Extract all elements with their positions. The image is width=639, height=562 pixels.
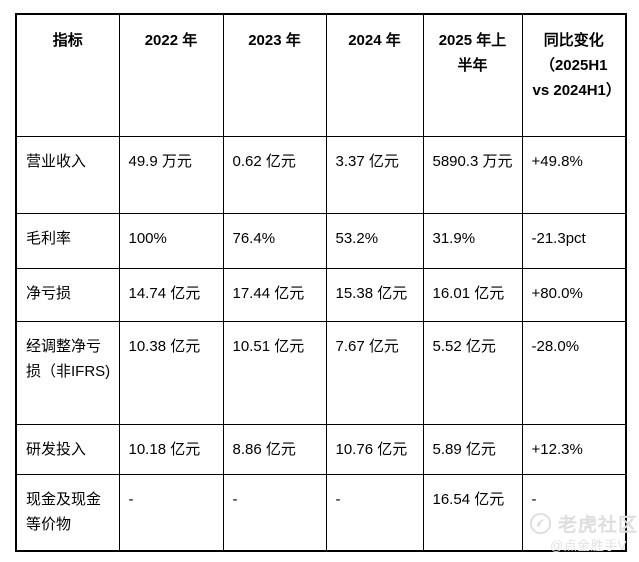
header-cell-yoy-change: 同比变化（2025H1 vs 2024H1） [521,13,627,137]
data-cell: 16.01 亿元 [422,267,523,322]
table-row-cash-equivalents: 现金及现金等价物 - - - 16.54 亿元 - [15,473,627,552]
data-cell: - [325,473,424,552]
header-row: 指标 2022 年 2023 年 2024 年 2025 年上半年 同比变化（2… [15,13,627,137]
data-cell: 7.67 亿元 [325,320,424,425]
table-row-rd-investment: 研发投入 10.18 亿元 8.86 亿元 10.76 亿元 5.89 亿元 +… [15,423,627,475]
data-cell: 100% [118,212,224,269]
data-cell: 8.86 亿元 [222,423,327,475]
data-cell: - [118,473,224,552]
data-cell: 14.74 亿元 [118,267,224,322]
data-cell: 10.76 亿元 [325,423,424,475]
data-cell: 16.54 亿元 [422,473,523,552]
table-row-revenue: 营业收入 49.9 万元 0.62 亿元 3.37 亿元 5890.3 万元 +… [15,135,627,214]
tiger-logo-icon [529,512,552,535]
row-label: 现金及现金等价物 [15,473,120,552]
data-cell: 5.52 亿元 [422,320,523,425]
financial-metrics-table: 指标 2022 年 2023 年 2024 年 2025 年上半年 同比变化（2… [15,13,627,552]
table-row-net-loss: 净亏损 14.74 亿元 17.44 亿元 15.38 亿元 16.01 亿元 … [15,267,627,322]
row-label: 净亏损 [15,267,120,322]
header-cell-indicator: 指标 [15,13,120,137]
data-cell: - [222,473,327,552]
header-cell-2022: 2022 年 [118,13,224,137]
data-cell: 10.51 亿元 [222,320,327,425]
data-cell: 10.38 亿元 [118,320,224,425]
watermark-community-name: 老虎社区 [558,515,639,536]
data-cell: +12.3% [521,423,627,475]
data-cell: - [521,473,627,552]
row-label: 营业收入 [15,135,120,214]
table-row-adjusted-net-loss: 经调整净亏损（非IFRS) 10.38 亿元 10.51 亿元 7.67 亿元 … [15,320,627,425]
header-cell-2025h1: 2025 年上半年 [422,13,523,137]
data-cell: +49.8% [521,135,627,214]
row-label: 毛利率 [15,212,120,269]
data-cell: 76.4% [222,212,327,269]
data-cell: -21.3pct [521,212,627,269]
header-cell-2024: 2024 年 [325,13,424,137]
data-cell: 3.37 亿元 [325,135,424,214]
data-cell: 15.38 亿元 [325,267,424,322]
table-row-gross-margin: 毛利率 100% 76.4% 53.2% 31.9% -21.3pct [15,212,627,269]
data-cell: -28.0% [521,320,627,425]
data-cell: 5.89 亿元 [422,423,523,475]
data-cell: 17.44 亿元 [222,267,327,322]
data-cell: 5890.3 万元 [422,135,523,214]
watermark-user-handle: @点金胜手V [550,538,627,553]
data-cell: 53.2% [325,212,424,269]
data-cell: 0.62 亿元 [222,135,327,214]
row-label: 研发投入 [15,423,120,475]
header-cell-2023: 2023 年 [222,13,327,137]
data-cell: 49.9 万元 [118,135,224,214]
row-label: 经调整净亏损（非IFRS) [15,320,120,425]
data-cell: 31.9% [422,212,523,269]
data-cell: +80.0% [521,267,627,322]
data-cell: 10.18 亿元 [118,423,224,475]
